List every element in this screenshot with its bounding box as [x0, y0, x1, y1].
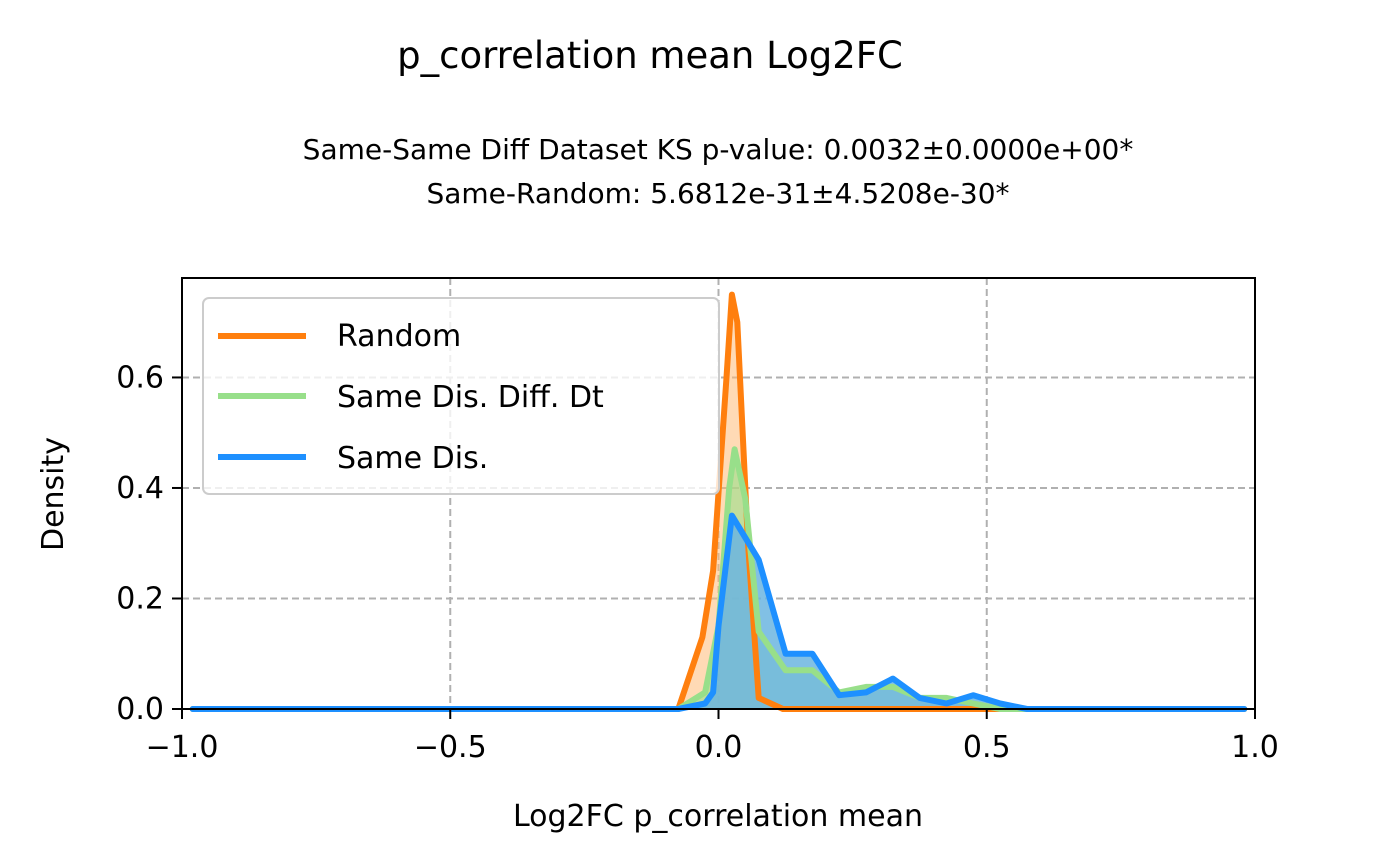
y-tick-label: 0.2 [116, 581, 164, 616]
legend: Random Same Dis. Diff. Dt Same Dis. [202, 297, 720, 495]
y-axis: 0.0 0.2 0.4 0.6 [116, 360, 182, 727]
y-tick-label: 0.4 [116, 471, 164, 506]
y-axis-label: Density [36, 437, 71, 551]
chart-title: p_correlation mean Log2FC [397, 34, 903, 77]
chart-subtitle-line-2: Same-Random: 5.6812e-31±4.5208e-30* [426, 177, 1009, 210]
legend-label-random: Random [337, 319, 461, 354]
legend-box [202, 297, 720, 495]
series-area-same-dis [192, 515, 1245, 709]
legend-label-same-dis-diff-dt: Same Dis. Diff. Dt [337, 380, 604, 415]
legend-label-same-dis: Same Dis. [337, 441, 488, 476]
x-axis: −1.0 −0.5 0.0 0.5 1.0 [146, 709, 1279, 765]
y-tick-label: 0.0 [116, 692, 164, 727]
x-tick-label: −0.5 [414, 730, 487, 765]
x-tick-label: 1.0 [1231, 730, 1279, 765]
x-tick-label: 0.5 [963, 730, 1011, 765]
chart-subtitle-line-1: Same-Same Diff Dataset KS p-value: 0.003… [303, 133, 1134, 166]
x-tick-label: 0.0 [695, 730, 743, 765]
y-tick-label: 0.6 [116, 360, 164, 395]
x-axis-label: Log2FC p_correlation mean [513, 799, 923, 834]
series-line-same-dis [189, 512, 1248, 712]
x-tick-label: −1.0 [146, 730, 219, 765]
